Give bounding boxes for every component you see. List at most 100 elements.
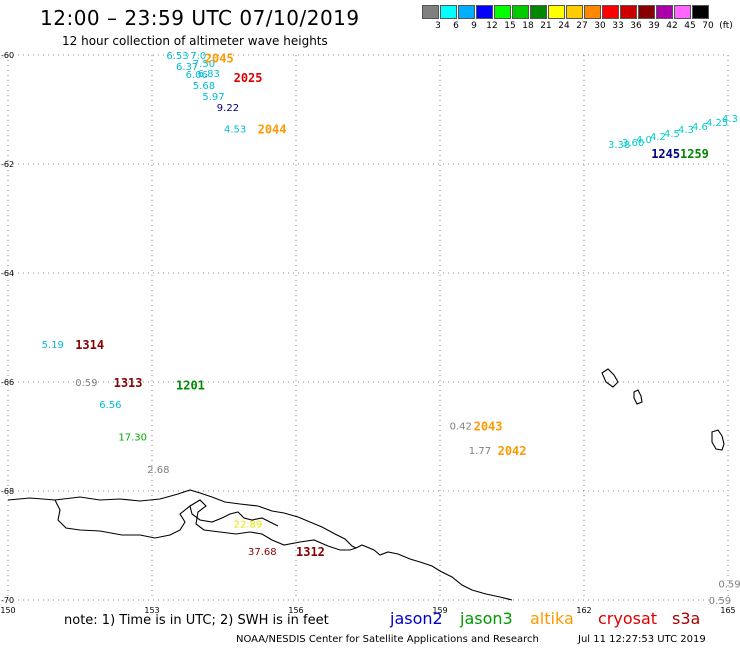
- wave-height-value: 5.68: [193, 81, 215, 92]
- wave-height-value: 0.42: [450, 422, 472, 433]
- svg-text:3.60: 3.60: [622, 138, 644, 149]
- colorbar-swatch: [656, 5, 673, 19]
- wave-height-value: 5.97: [202, 92, 224, 103]
- wave-height-value: 9.22: [217, 103, 239, 114]
- pass-time-label: 1313: [114, 376, 143, 390]
- colorbar-swatch: [512, 5, 529, 19]
- colorbar-swatch: [584, 5, 601, 19]
- colorbar-swatch: [566, 5, 583, 19]
- wave-height-value: 6.06: [186, 70, 208, 81]
- colorbar-swatch: [548, 5, 565, 19]
- colorbar-label: 9: [471, 21, 477, 31]
- wave-height-value: 6.56: [99, 400, 121, 411]
- colorbar-label: 21: [540, 21, 552, 31]
- latitude-tick-label: -64: [1, 269, 14, 278]
- wave-height-values: 6.53 7.06.377.506.066.835.685.979.22 4.53 5…: [42, 51, 740, 607]
- latitude-tick-label: -70: [1, 596, 14, 605]
- wave-height-value: 6.37: [176, 62, 198, 73]
- pass-time-label: 1201: [176, 379, 205, 393]
- svg-text:4.25: 4.25: [706, 118, 728, 129]
- colorbar-label: 24: [558, 21, 570, 31]
- pass-time-label: 2042: [498, 444, 527, 458]
- svg-text:4.2: 4.2: [650, 132, 666, 143]
- svg-text:3.38: 3.38: [608, 140, 630, 151]
- wave-height-value: 6.83: [198, 69, 220, 80]
- colorbar-label: 36: [630, 21, 642, 31]
- island-2: [633, 389, 643, 405]
- longitude-tick-label: 162: [576, 606, 591, 615]
- pass-time-label: 1245: [651, 147, 680, 161]
- latitude-tick-label: -66: [1, 378, 14, 387]
- pass-time-label: 2025: [234, 71, 263, 85]
- island-3: [711, 429, 725, 451]
- pass-time-label: 1259: [680, 147, 709, 161]
- legend-item-jason2: jason2: [390, 609, 443, 628]
- svg-text:4.3: 4.3: [678, 125, 694, 136]
- legend-item-jason3: jason3: [460, 609, 513, 628]
- svg-text:4.5: 4.5: [664, 129, 680, 140]
- colorbar-label: 39: [648, 21, 660, 31]
- colorbar-swatch: [674, 5, 691, 19]
- colorbar-swatch: [620, 5, 637, 19]
- wave-height-value: 22.89: [234, 520, 263, 531]
- colorbar-swatch: [476, 5, 493, 19]
- colorbar-label: 12: [486, 21, 498, 31]
- antarctic-coastline: [7, 368, 725, 601]
- coastline-mainland: [7, 489, 513, 601]
- wave-height-value: 0.59: [75, 378, 97, 389]
- pass-time-label: 2044: [258, 123, 287, 137]
- colorbar-label: 45: [684, 21, 696, 31]
- pass-time-label: 1314: [75, 338, 104, 352]
- latitude-tick-label: -62: [1, 160, 14, 169]
- legend-item-s3a: s3a: [672, 609, 701, 628]
- legend-item-altika: altika: [530, 609, 574, 628]
- svg-text:4.0: 4.0: [636, 135, 652, 146]
- wave-height-value: 7.0: [190, 51, 206, 62]
- note-text: note: 1) Time is in UTC; 2) SWH is in fe…: [64, 613, 329, 628]
- page-title: 12:00 – 23:59 UTC 07/10/2019: [40, 6, 360, 30]
- coastline-inlet: [189, 505, 279, 527]
- longitude-tick-label: 153: [144, 606, 159, 615]
- longitude-tick-label: 165: [720, 606, 735, 615]
- colorbar-label: 3: [435, 21, 441, 31]
- colorbar-swatch: [692, 5, 709, 19]
- legend-item-cryosat: cryosat: [598, 609, 658, 628]
- pass-time-label: 1312: [296, 545, 325, 559]
- wave-height-value: 1.77: [469, 446, 491, 457]
- coastline-peninsula: [54, 499, 357, 551]
- colorbar-swatch: [422, 5, 439, 19]
- graticule: [7, 54, 729, 601]
- page-subtitle: 12 hour collection of altimeter wave hei…: [62, 34, 328, 48]
- colorbar-label: (ft): [719, 21, 733, 31]
- colorbar-swatch: [530, 5, 547, 19]
- wave-height-value: 5.19: [42, 340, 64, 351]
- wave-height-value: 0.59: [709, 596, 731, 607]
- colorbar-swatch: [494, 5, 511, 19]
- colorbar-label: 18: [522, 21, 534, 31]
- wave-height-value: 2.68: [147, 465, 169, 476]
- wave-height-value: 0.59: [718, 580, 740, 591]
- colorbar-label: 6: [453, 21, 459, 31]
- wave-height-value: 7.50: [193, 59, 215, 70]
- colorbar-label: 27: [576, 21, 588, 31]
- longitude-tick-label: 159: [432, 606, 447, 615]
- svg-text:4.6: 4.6: [692, 122, 708, 133]
- timestamp-text: Jul 11 12:27:53 UTC 2019: [578, 634, 706, 645]
- colorbar-label: 42: [666, 21, 678, 31]
- pass-time-label: 2043: [474, 420, 503, 434]
- pass-time-label: 2045: [205, 52, 234, 66]
- svg-text:4.3: 4.3: [722, 114, 738, 125]
- colorbar-swatch: [440, 5, 457, 19]
- colorbar-label: 30: [594, 21, 606, 31]
- satellite-track-east: 3.38 3.60 4.0 4.2 4.5 4.3 4.6 4.25 4.3: [608, 114, 738, 151]
- colorbar-label: 33: [612, 21, 624, 31]
- colorbar-swatch: [602, 5, 619, 19]
- colorbar-swatch: [638, 5, 655, 19]
- wave-height-value: 17.30: [118, 433, 147, 444]
- latitude-tick-label: -60: [1, 51, 14, 60]
- latitude-tick-label: -68: [1, 487, 14, 496]
- colorbar-label: 70: [702, 21, 714, 31]
